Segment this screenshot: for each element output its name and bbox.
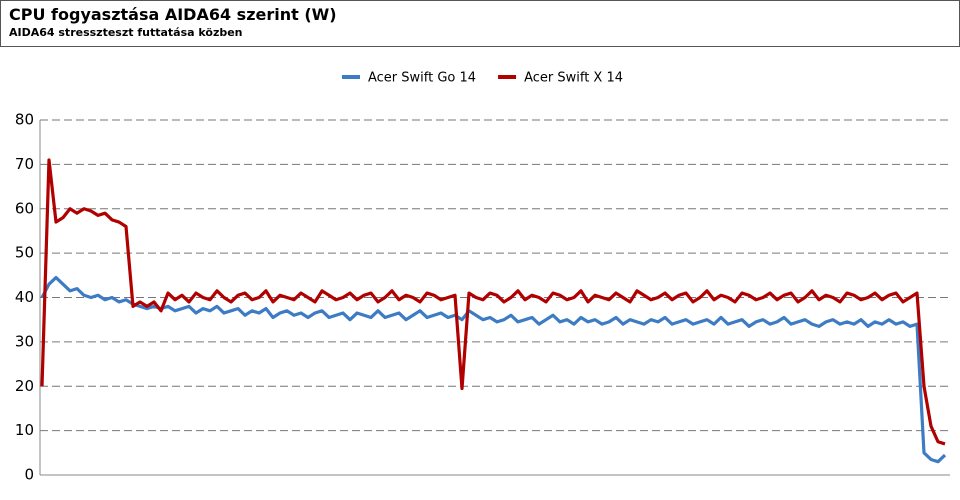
- y-tick-label: 70: [15, 155, 34, 173]
- y-tick-label: 60: [15, 199, 34, 217]
- y-tick-label: 50: [15, 244, 34, 262]
- y-tick-label: 30: [15, 332, 34, 350]
- header-box: CPU fogyasztása AIDA64 szerint (W) AIDA6…: [0, 0, 960, 47]
- chart-subtitle: AIDA64 stresszteszt futtatása közben: [9, 26, 243, 39]
- y-tick-label: 80: [15, 111, 34, 129]
- y-tick-label: 10: [15, 421, 34, 439]
- series-line: [40, 275, 947, 464]
- legend-label: Acer Swift X 14: [524, 71, 623, 86]
- legend-label: Acer Swift Go 14: [368, 71, 476, 86]
- series-line: [40, 158, 946, 446]
- y-tick-label: 20: [15, 377, 34, 395]
- chart-title: CPU fogyasztása AIDA64 szerint (W): [9, 5, 337, 24]
- y-tick-label: 40: [15, 288, 34, 306]
- y-tick-label: 0: [24, 466, 34, 484]
